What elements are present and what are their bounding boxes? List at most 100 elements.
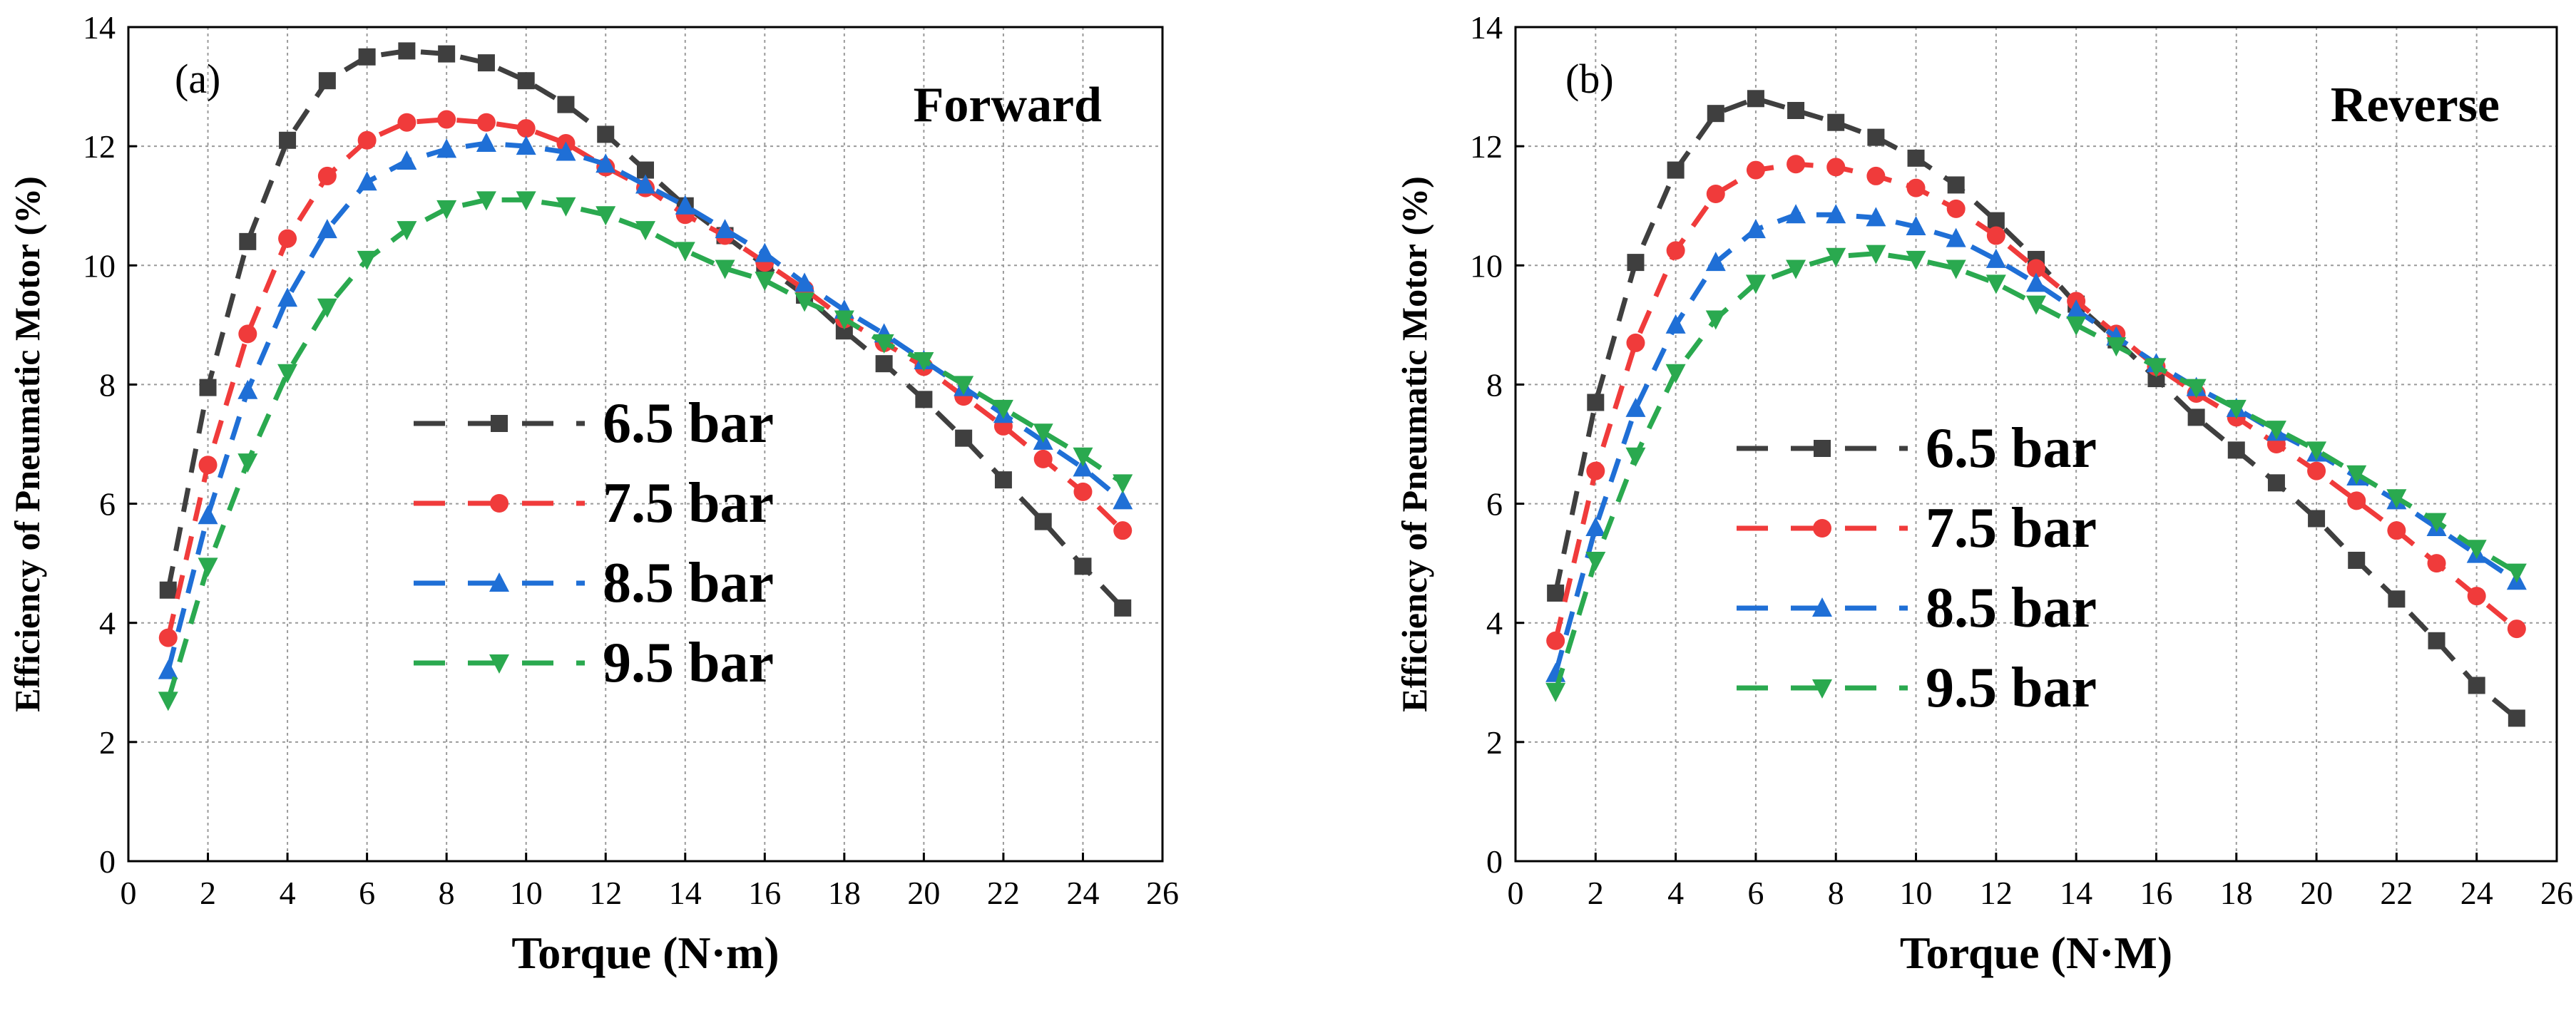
data-point (357, 250, 377, 270)
data-point (1746, 160, 1765, 180)
data-point (2227, 441, 2245, 459)
data-point (1667, 161, 1685, 179)
x-tick-label: 14 (2060, 875, 2092, 911)
data-point (556, 197, 576, 217)
data-point (556, 141, 576, 161)
data-point (2307, 461, 2326, 480)
data-point (1114, 599, 1132, 617)
x-tick-label: 10 (510, 875, 543, 911)
data-point (476, 132, 496, 152)
data-point (436, 200, 457, 220)
data-point (1585, 551, 1606, 571)
data-point (2427, 554, 2446, 573)
data-point (1866, 245, 1886, 264)
data-point (237, 453, 258, 473)
data-point (755, 272, 775, 292)
data-point (1786, 204, 1806, 224)
axis-ticks (1514, 26, 2558, 863)
data-point (1705, 252, 1726, 272)
x-tick-label: 8 (1828, 875, 1844, 911)
data-point (2027, 259, 2045, 278)
data-point (715, 259, 735, 279)
data-point (2186, 379, 2207, 399)
x-tick-label: 0 (121, 875, 137, 911)
legend-entry: 8.5 bar (414, 552, 774, 615)
legend-marker (1814, 440, 1831, 457)
legend-label: 9.5 bar (1926, 657, 2097, 719)
data-point (955, 429, 973, 447)
x-tick-label: 24 (1066, 875, 1099, 911)
x-tick-label: 26 (1146, 875, 1179, 911)
data-point (476, 113, 496, 132)
series-9-5-bar (1545, 245, 2527, 702)
data-point (1906, 215, 1926, 235)
legend-entry: 7.5 bar (414, 472, 774, 535)
axis-ticks (127, 26, 1164, 863)
legend-entry: 9.5 bar (1737, 657, 2097, 719)
x-tick-label: 16 (2140, 875, 2172, 911)
x-tick-labels: 0 2 4 6 8 10 12 14 16 18 20 22 24 26 (1508, 875, 2574, 911)
data-point (1547, 584, 1565, 602)
y-tick-label: 4 (99, 605, 116, 642)
data-point (2026, 272, 2046, 292)
plot-frame (127, 26, 1164, 863)
data-point (1907, 149, 1925, 167)
y-tick-label: 12 (1470, 128, 1503, 165)
data-point (1033, 423, 1053, 443)
x-tick-label: 20 (2300, 875, 2333, 911)
y-tick-label: 2 (99, 724, 116, 761)
data-point (1946, 199, 1966, 218)
data-point (1666, 241, 1685, 260)
data-point (438, 45, 456, 63)
data-point (2308, 510, 2326, 528)
data-point (2267, 474, 2285, 492)
data-point (198, 456, 218, 475)
data-point (1113, 521, 1133, 540)
data-point (2426, 513, 2447, 533)
data-point (1626, 333, 1645, 352)
legend-entry: 6.5 bar (414, 392, 774, 455)
legend-marker (489, 572, 509, 592)
data-point (635, 221, 655, 241)
data-point (1946, 227, 1966, 247)
data-point (1707, 105, 1724, 123)
y-tick-label: 0 (99, 843, 116, 880)
plot-frame (1514, 26, 2558, 863)
legend-label: 7.5 bar (603, 472, 774, 535)
data-point (675, 195, 695, 215)
data-point (158, 628, 178, 647)
series-7-5-bar (1546, 155, 2526, 650)
direction-label: Forward (914, 78, 1102, 133)
data-point (1625, 447, 1646, 467)
data-point (1546, 631, 1565, 650)
data-point (1747, 90, 1764, 108)
data-point (794, 272, 815, 292)
data-point (199, 379, 217, 396)
data-point (516, 119, 536, 138)
legend-label: 8.5 bar (603, 552, 774, 615)
data-point (596, 153, 616, 173)
y-tick-label: 8 (1486, 366, 1503, 403)
data-point (2306, 441, 2327, 461)
data-point (1665, 314, 1686, 334)
data-point (915, 391, 933, 408)
y-tick-label: 6 (99, 486, 116, 523)
x-tick-label: 22 (987, 875, 1020, 911)
x-tick-label: 6 (1747, 875, 1764, 911)
data-point (317, 166, 337, 185)
data-point (1787, 102, 1805, 119)
x-axis-title: Torque (N·m) (511, 927, 779, 978)
y-tick-label: 6 (1486, 486, 1503, 523)
data-point (1827, 113, 1845, 131)
data-point (875, 355, 893, 373)
series-line (1553, 161, 2519, 642)
x-tick-label: 18 (2220, 875, 2253, 911)
y-tick-label: 14 (1470, 9, 1503, 46)
legend-entry: 9.5 bar (414, 632, 774, 694)
series-layer (1545, 90, 2527, 727)
data-point (237, 379, 258, 399)
data-point (158, 692, 178, 711)
data-point (198, 505, 218, 525)
